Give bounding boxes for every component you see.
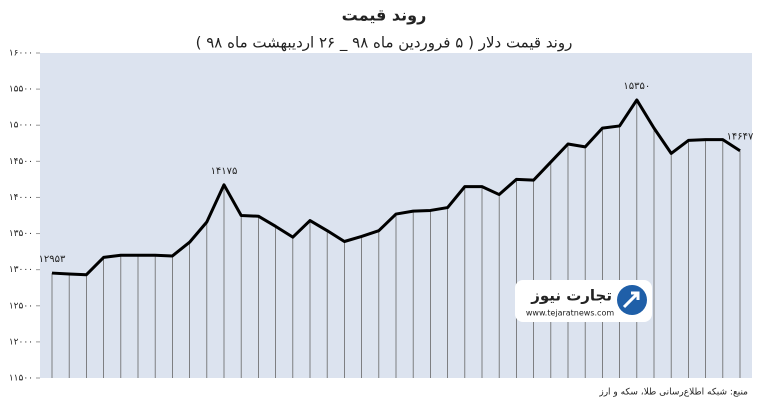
line <box>51 98 741 277</box>
logo: تجارت نیوز www.tejaratnews.com <box>515 280 652 322</box>
source: منبع: شبکه اطلاع‌رسانی طلا، سکه و ارز <box>598 388 748 398</box>
y-tick-label: ۱۱۵۰۰ <box>9 374 33 384</box>
value-label: ۱۴۱۷۵ <box>211 166 238 177</box>
logo-box <box>515 280 652 322</box>
y-tick-label: ۱۳۰۰۰ <box>9 265 33 275</box>
y-tick-label: ۱۳۵۰۰ <box>9 229 33 239</box>
chart-subtitle: روند قیمت دلار ( ۵ فروردین ماه ۹۸ _ ۲۶ ا… <box>196 34 573 53</box>
chart-title: روند قیمت <box>342 6 427 25</box>
value-label: ۱۵۳۵۰ <box>623 81 650 92</box>
y-tick-label: ۱۲۰۰۰ <box>9 337 33 347</box>
y-tick-label: ۱۲۵۰۰ <box>9 301 33 311</box>
value-label: ۱۲۹۵۳ <box>39 254 66 265</box>
y-tick-label: ۱۶۰۰۰ <box>9 49 33 59</box>
logo-text: تجارت نیوز <box>530 287 612 305</box>
value-label: ۱۴۶۴۷ <box>727 132 754 143</box>
logo-url: www.tejaratnews.com <box>526 309 614 318</box>
logo-arrow <box>622 291 640 309</box>
y-tick-label: ۱۴۵۰۰ <box>9 157 33 167</box>
y-tick-label: ۱۵۵۰۰ <box>9 85 33 95</box>
y-tick-label: ۱۴۰۰۰ <box>9 193 33 203</box>
y-tick-label: ۱۵۰۰۰ <box>9 121 33 131</box>
